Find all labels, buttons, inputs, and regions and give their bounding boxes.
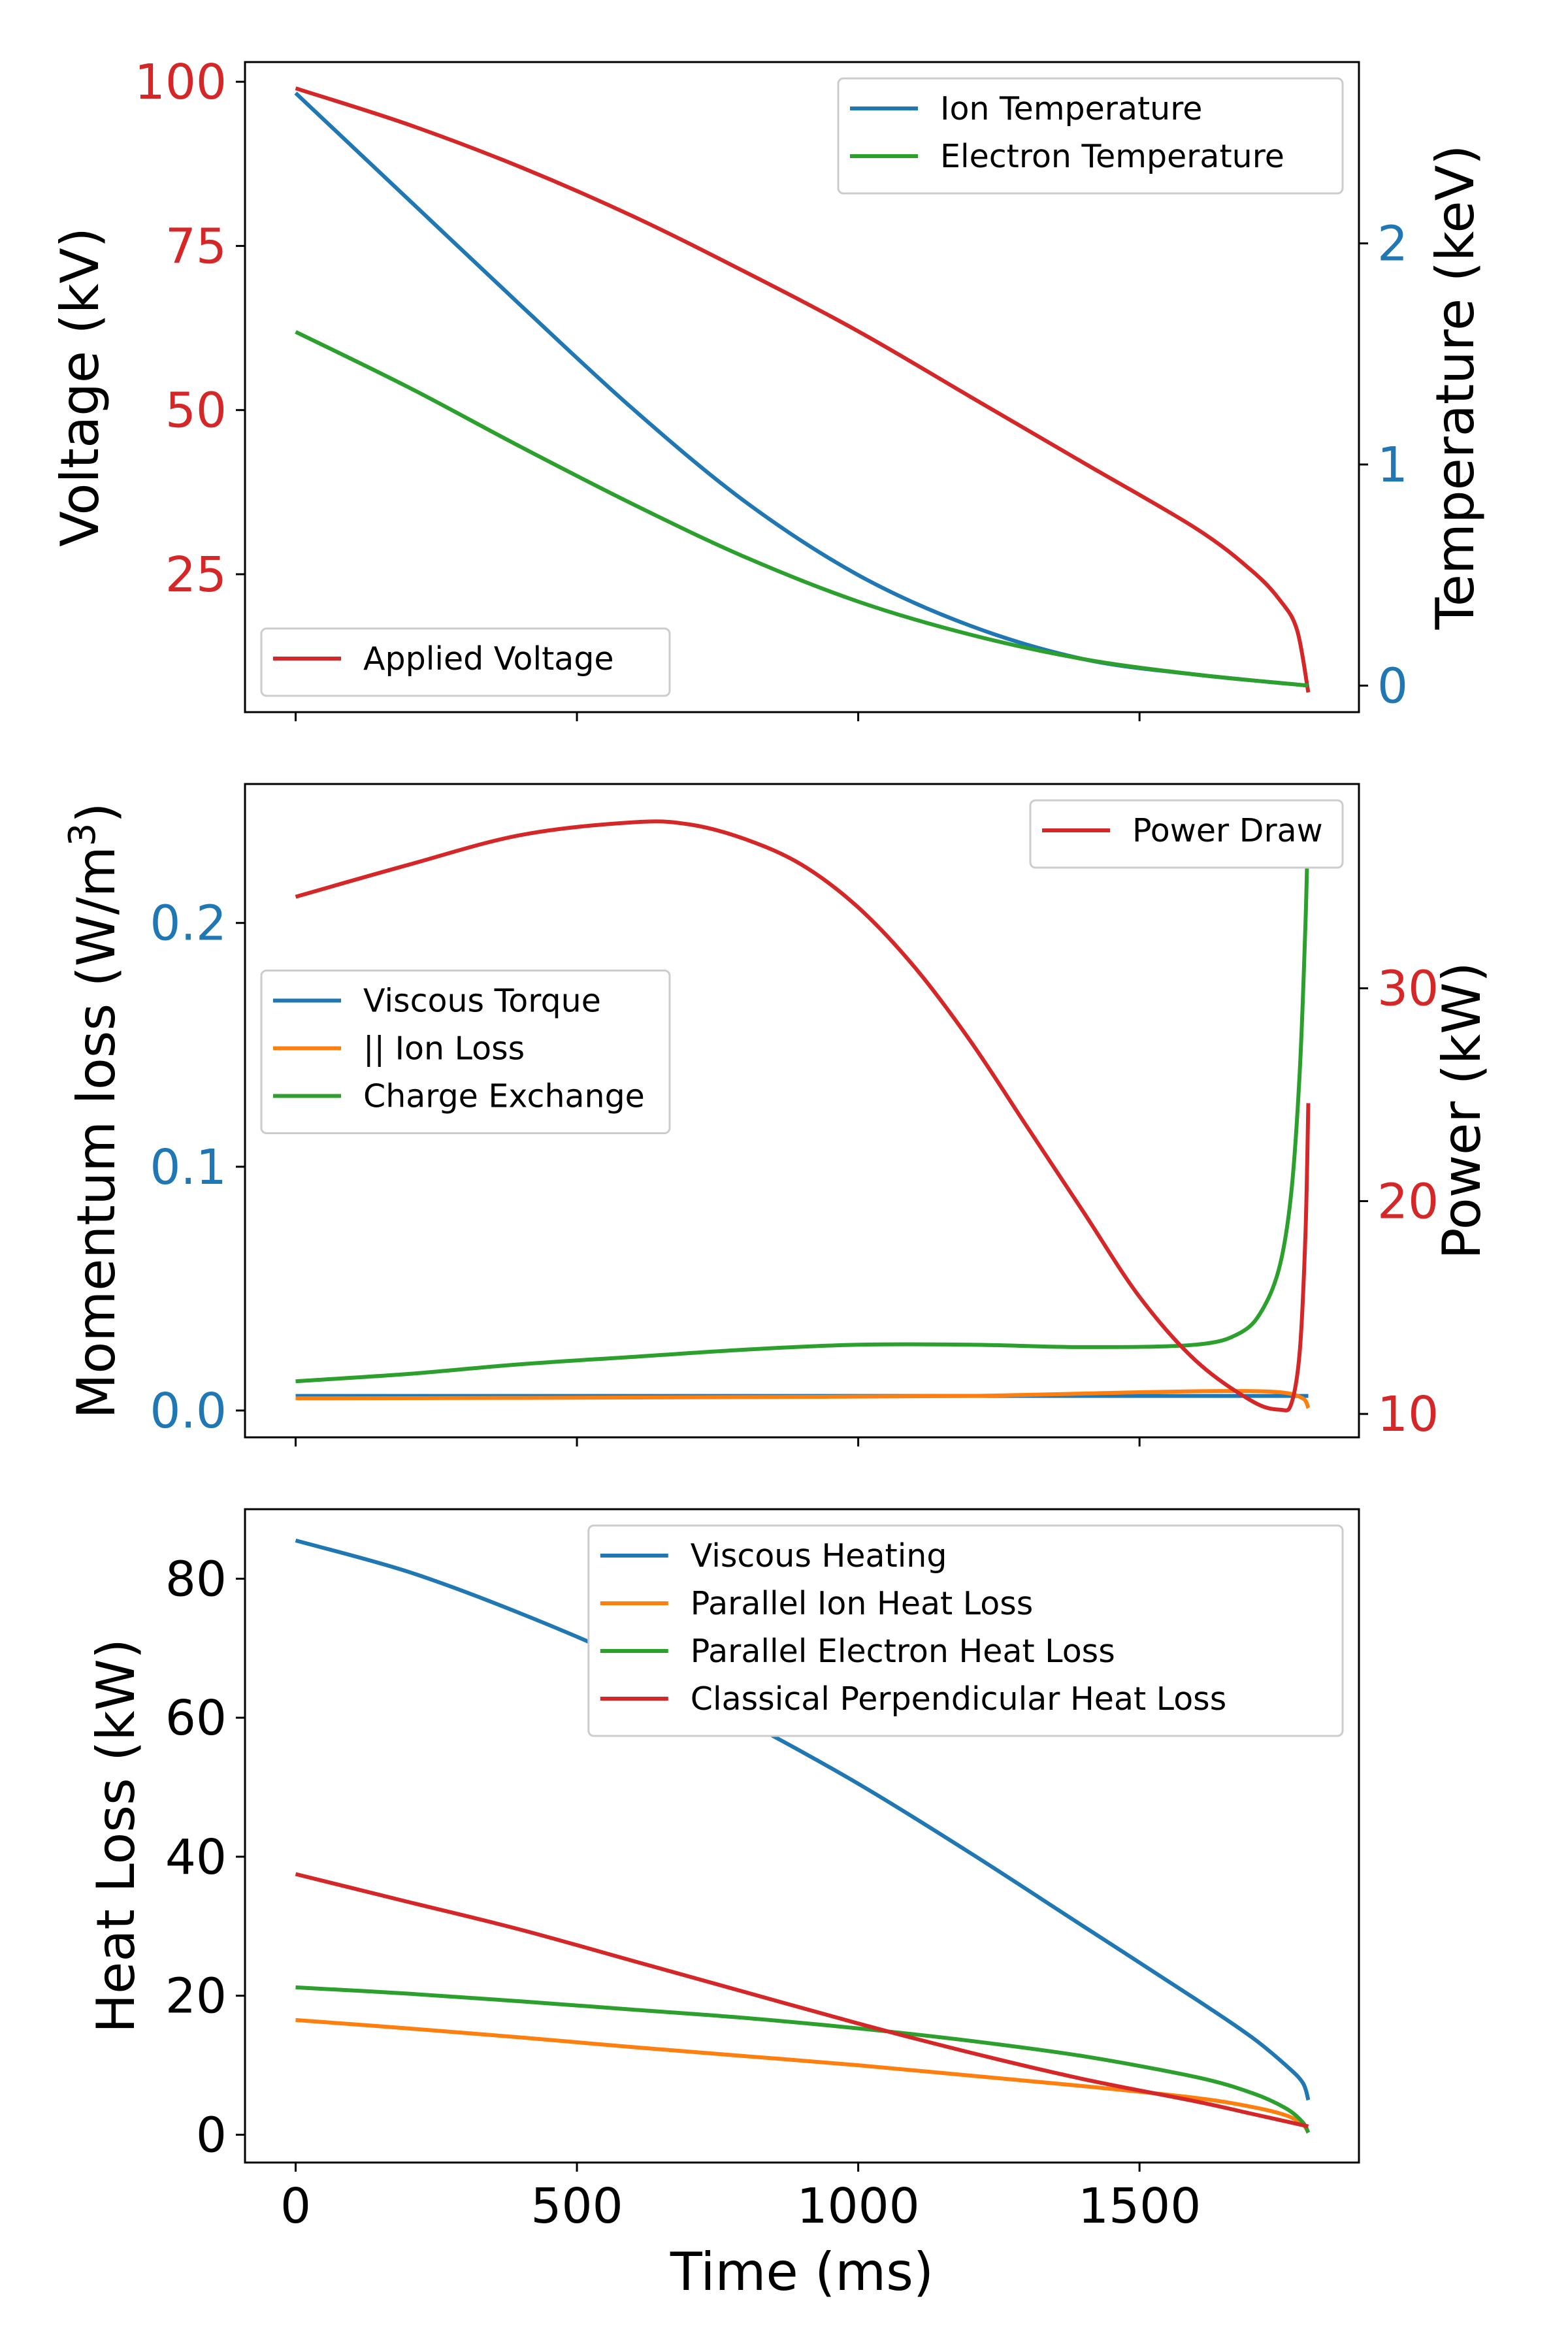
y-left-axis-label: Voltage (kV) (50, 227, 110, 547)
legend-label-applied-voltage: Applied Voltage (363, 640, 614, 678)
legend-box (587, 1524, 1344, 1737)
y-right-tick-label: 2 (1377, 216, 1408, 272)
series-line-classical-perpendicular-heat-loss (295, 1872, 1309, 2129)
y-right-tick-label: 20 (1377, 1173, 1439, 1230)
legend-label-electron-temperature: Electron Temperature (940, 138, 1284, 175)
series-line-power-draw (295, 819, 1311, 1413)
y-left-tick-label: 75 (165, 218, 227, 274)
axes-frame (244, 783, 1360, 1439)
y-left-tick-label: 50 (165, 383, 227, 439)
x-tick-label: 1500 (1078, 2178, 1201, 2234)
legend-upper-right: Power Draw (1029, 799, 1344, 869)
y-left-tick-label: 20 (165, 1968, 227, 2025)
series-line-ion-loss (295, 1389, 1311, 1409)
legend-label-parallel-ion-heat-loss: Parallel Ion Heat Loss (691, 1585, 1033, 1622)
y-left-axis-label-text: Momentum loss (W/m (66, 846, 127, 1418)
x-axis-label: Time (ms) (670, 2242, 934, 2302)
axes-frame (244, 61, 1360, 713)
x-tick-label: 0 (280, 2178, 311, 2234)
legend-label-ion-loss: || Ion Loss (363, 1030, 525, 1068)
y-right-tick-label: 30 (1377, 961, 1439, 1017)
momentum-power-panel: 0.0 0.1 0.2 10 20 30 Momentum loss (W/m3) Power… (61, 783, 1492, 1446)
legend-box (1029, 799, 1344, 869)
legend-box (260, 627, 671, 697)
y-left-tick-label: 0 (196, 2107, 227, 2163)
x-tick-label: 1000 (796, 2178, 919, 2234)
legend-label-viscous-heating: Viscous Heating (691, 1537, 947, 1575)
legend-center-left: Viscous Torque || Ion Loss Charge Exchange (260, 970, 671, 1134)
y-left-axis-label-superscript: 3 (61, 823, 104, 847)
legend-label-ion-temperature: Ion Temperature (940, 90, 1202, 127)
legend-label-charge-exchange: Charge Exchange (363, 1078, 645, 1115)
legend-label-viscous-torque: Viscous Torque (363, 983, 601, 1020)
y-left-tick-label: 60 (165, 1690, 227, 1746)
y-left-axis-label: Momentum loss (W/m3) (61, 802, 127, 1418)
y-left-tick-label: 0.2 (150, 896, 227, 952)
y-right-tick-label: 10 (1377, 1386, 1439, 1443)
y-right-axis-label: Power (kW) (1431, 962, 1492, 1259)
y-left-tick-label: 80 (165, 1551, 227, 1607)
axes-frame (244, 1508, 1360, 2164)
series-group (294, 86, 1311, 693)
y-right-tick-label: 0 (1377, 658, 1408, 714)
series-line-viscous-heating (295, 1539, 1311, 2101)
x-tick-label: 500 (531, 2178, 623, 2234)
series-line-electron-temperature (295, 330, 1309, 688)
y-left-axis-label-close: ) (66, 802, 127, 823)
legend-box (260, 970, 671, 1134)
y-left-tick-label: 0.0 (150, 1383, 227, 1439)
heat-loss-panel: 0 500 1000 1500 0 20 40 60 80 Heat Loss (kW) Time … (86, 1508, 1360, 2302)
legend-upper-right: Ion Temperature Electron Temperature (837, 77, 1344, 195)
y-left-tick-label: 0.1 (150, 1139, 227, 1196)
legend-label-classical-perpendicular-heat-loss: Classical Perpendicular Heat Loss (691, 1680, 1226, 1718)
y-left-tick-label: 40 (165, 1829, 227, 1886)
legend-box (837, 77, 1344, 195)
legend-upper-right: Viscous Heating Parallel Ion Heat Loss Par… (587, 1524, 1344, 1737)
y-right-tick-label: 1 (1377, 437, 1408, 493)
legend-label-parallel-electron-heat-loss: Parallel Electron Heat Loss (691, 1633, 1115, 1670)
series-group (295, 1539, 1311, 2134)
series-line-charge-exchange (295, 815, 1311, 1384)
legend-label-power-draw: Power Draw (1132, 812, 1323, 849)
y-left-tick-label: 25 (165, 547, 227, 603)
voltage-temperature-panel: 25 50 75 100 0 1 2 Voltage (kV) Temperature (keV… (50, 54, 1486, 721)
legend-lower-left: Applied Voltage (260, 627, 671, 697)
series-group (295, 815, 1311, 1413)
y-right-axis-label: Temperature (keV) (1425, 144, 1486, 630)
series-line-parallel-ion-heat-loss (295, 2017, 1311, 2134)
y-left-tick-label: 100 (135, 54, 227, 110)
y-left-axis-label: Heat Loss (kW) (86, 1639, 146, 2033)
series-line-applied-voltage (295, 86, 1311, 693)
